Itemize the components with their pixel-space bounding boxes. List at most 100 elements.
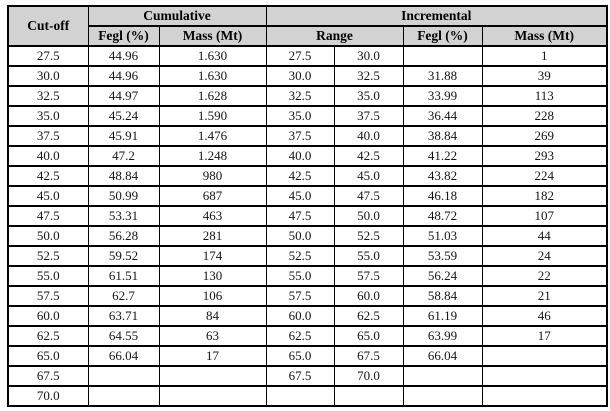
table-cell: 113 bbox=[481, 85, 608, 107]
header-range: Range bbox=[265, 25, 404, 47]
table-cell: 980 bbox=[158, 165, 267, 187]
table-cell bbox=[87, 365, 160, 387]
table-cell: 62.5 bbox=[265, 325, 335, 347]
table-cell bbox=[333, 385, 404, 407]
table-cell: 30.0 bbox=[265, 65, 335, 87]
table-cell: 35.0 bbox=[7, 105, 89, 127]
table-header: Cut-off Cumulative Incremental Fegl (%) … bbox=[7, 5, 608, 47]
table-row: 57.5 62.7 106 57.5 60.0 58.84 21 bbox=[7, 285, 608, 307]
table-cell: 106 bbox=[158, 285, 267, 307]
header-cumulative: Cumulative bbox=[87, 5, 267, 27]
table-cell: 62.7 bbox=[87, 285, 160, 307]
header-group-row: Cut-off Cumulative Incremental bbox=[7, 5, 608, 47]
table-cell: 43.82 bbox=[402, 165, 483, 187]
table-cell: 36.44 bbox=[402, 105, 483, 127]
table-cell: 64.55 bbox=[87, 325, 160, 347]
table-cell: 65.0 bbox=[265, 345, 335, 367]
table-row: 50.0 56.28 281 50.0 52.5 51.03 44 bbox=[7, 225, 608, 247]
table-cell: 1.248 bbox=[158, 145, 267, 167]
table-cell: 66.04 bbox=[402, 345, 483, 367]
table-cell: 30.0 bbox=[7, 65, 89, 87]
table-cell: 60.0 bbox=[333, 285, 404, 307]
table-cell: 47.5 bbox=[7, 205, 89, 227]
table-cell: 37.5 bbox=[7, 125, 89, 147]
table-cell: 32.5 bbox=[265, 85, 335, 107]
table-cell: 50.99 bbox=[87, 185, 160, 207]
table-cell: 41.22 bbox=[402, 145, 483, 167]
table-cell: 46 bbox=[481, 305, 608, 327]
table-cell: 39 bbox=[481, 65, 608, 87]
table-row: 65.0 66.04 17 65.0 67.5 66.04 bbox=[7, 345, 608, 367]
table-cell: 17 bbox=[481, 325, 608, 347]
table-cell: 57.5 bbox=[333, 265, 404, 287]
table-cell: 50.0 bbox=[7, 225, 89, 247]
table-cell: 66.04 bbox=[87, 345, 160, 367]
table-cell bbox=[265, 385, 335, 407]
table-cell: 31.88 bbox=[402, 65, 483, 87]
table-cell: 65.0 bbox=[333, 325, 404, 347]
table-cell: 50.0 bbox=[333, 205, 404, 227]
table-body: 27.5 44.96 1.630 27.5 30.0 1 30.0 44.96 1.630 30.… bbox=[7, 45, 608, 407]
table-row: 47.5 53.31 463 47.5 50.0 48.72 107 bbox=[7, 205, 608, 227]
table-row: 42.5 48.84 980 42.5 45.0 43.82 224 bbox=[7, 165, 608, 187]
table-cell: 63.71 bbox=[87, 305, 160, 327]
table-cell: 44.97 bbox=[87, 85, 160, 107]
table-cell: 1.590 bbox=[158, 105, 267, 127]
table-cell: 56.24 bbox=[402, 265, 483, 287]
table-row: 67.5 67.5 70.0 bbox=[7, 365, 608, 387]
table-row: 40.0 47.2 1.248 40.0 42.5 41.22 293 bbox=[7, 145, 608, 167]
table-cell: 44.96 bbox=[87, 65, 160, 87]
header-cumulative-fegl: Fegl (%) bbox=[87, 25, 160, 47]
table-cell: 60.0 bbox=[265, 305, 335, 327]
table-cell: 24 bbox=[481, 245, 608, 267]
table-cell: 40.0 bbox=[265, 145, 335, 167]
table-cell: 57.5 bbox=[265, 285, 335, 307]
table-cell: 32.5 bbox=[333, 65, 404, 87]
table-cell: 70.0 bbox=[333, 365, 404, 387]
table-cell: 53.31 bbox=[87, 205, 160, 227]
table-cell bbox=[87, 385, 160, 407]
table-cell: 107 bbox=[481, 205, 608, 227]
table-cell: 33.99 bbox=[402, 85, 483, 107]
table-cell: 67.5 bbox=[7, 365, 89, 387]
table-cell: 48.72 bbox=[402, 205, 483, 227]
table-row: 70.0 bbox=[7, 385, 608, 407]
table-cell: 293 bbox=[481, 145, 608, 167]
table-cell: 56.28 bbox=[87, 225, 160, 247]
cutoff-grade-tonnage-table: Cut-off Cumulative Incremental Fegl (%) … bbox=[7, 5, 608, 407]
table-cell: 40.0 bbox=[333, 125, 404, 147]
table-cell: 21 bbox=[481, 285, 608, 307]
table-cell: 45.24 bbox=[87, 105, 160, 127]
header-sub-row: Fegl (%) Mass (Mt) Range Fegl (%) Mass (… bbox=[8, 25, 608, 47]
table-cell: 32.5 bbox=[7, 85, 89, 107]
table-cell: 44.96 bbox=[87, 45, 160, 67]
table-cell: 52.5 bbox=[265, 245, 335, 267]
table-cell: 35.0 bbox=[265, 105, 335, 127]
header-incremental: Incremental bbox=[265, 5, 608, 27]
table-cell: 37.5 bbox=[333, 105, 404, 127]
table-cell: 687 bbox=[158, 185, 267, 207]
table-cell: 50.0 bbox=[265, 225, 335, 247]
table-cell: 51.03 bbox=[402, 225, 483, 247]
table-row: 62.5 64.55 63 62.5 65.0 63.99 17 bbox=[7, 325, 608, 347]
table-cell: 55.0 bbox=[265, 265, 335, 287]
table-cell: 67.5 bbox=[265, 365, 335, 387]
table-cell: 1.630 bbox=[158, 65, 267, 87]
table-cell: 42.5 bbox=[265, 165, 335, 187]
table-cell: 174 bbox=[158, 245, 267, 267]
table-cell: 63.99 bbox=[402, 325, 483, 347]
table-row: 30.0 44.96 1.630 30.0 32.5 31.88 39 bbox=[7, 65, 608, 87]
table-cell: 45.91 bbox=[87, 125, 160, 147]
table-cell bbox=[402, 365, 483, 387]
table-row: 45.0 50.99 687 45.0 47.5 46.18 182 bbox=[7, 185, 608, 207]
table-row: 32.5 44.97 1.628 32.5 35.0 33.99 113 bbox=[7, 85, 608, 107]
table-cell bbox=[158, 365, 267, 387]
table-cell: 57.5 bbox=[7, 285, 89, 307]
table-cell: 47.2 bbox=[87, 145, 160, 167]
table-cell: 60.0 bbox=[7, 305, 89, 327]
table-row: 55.0 61.51 130 55.0 57.5 56.24 22 bbox=[7, 265, 608, 287]
table-cell: 269 bbox=[481, 125, 608, 147]
table-cell: 17 bbox=[158, 345, 267, 367]
table-cell: 27.5 bbox=[7, 45, 89, 67]
